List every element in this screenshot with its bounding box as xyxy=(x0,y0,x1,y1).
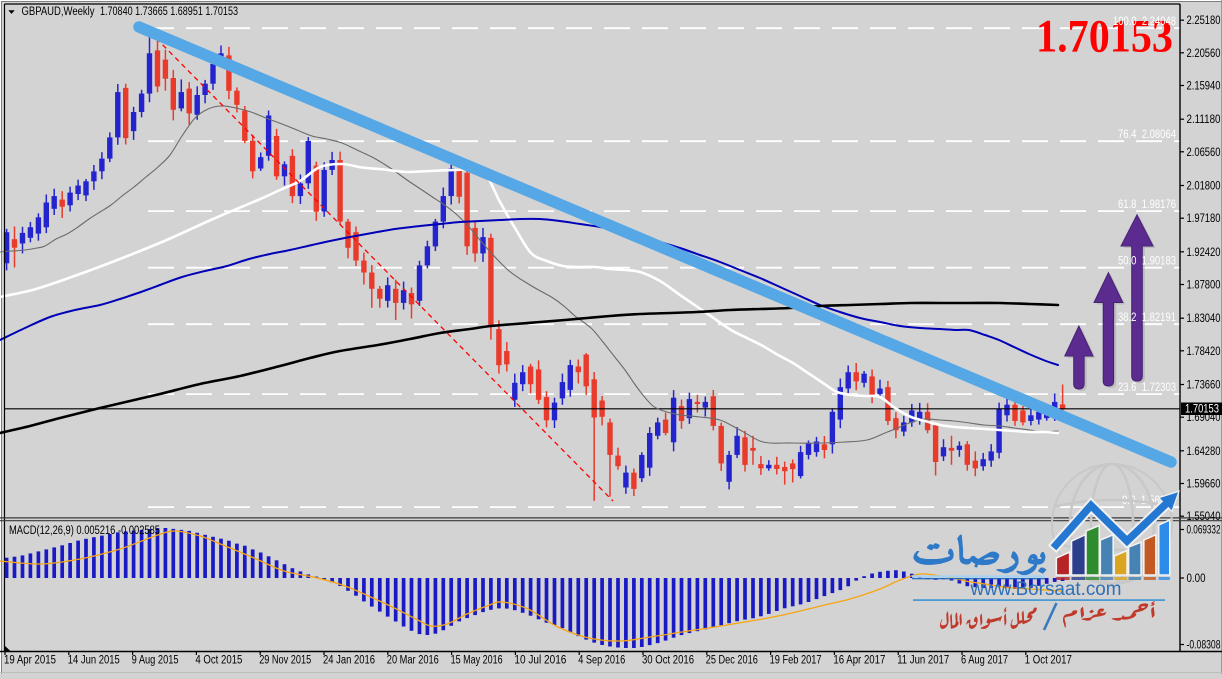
svg-text:100.0 2.24048: 100.0 2.24048 xyxy=(1113,16,1176,28)
svg-text:0.069332: 0.069332 xyxy=(1187,525,1221,537)
svg-text:50.0 1.90183: 50.0 1.90183 xyxy=(1118,256,1176,268)
svg-text:19 Apr 2015: 19 Apr 2015 xyxy=(4,655,56,667)
svg-text:19 Feb 2017: 19 Feb 2017 xyxy=(770,655,822,667)
svg-text:4 Oct 2015: 4 Oct 2015 xyxy=(195,655,242,667)
svg-text:16 Apr 2017: 16 Apr 2017 xyxy=(833,655,885,667)
svg-text:2.15940: 2.15940 xyxy=(1187,81,1221,93)
svg-text:1.55040: 1.55040 xyxy=(1187,511,1221,523)
svg-text:2.25180: 2.25180 xyxy=(1187,15,1221,27)
svg-text:15 May 2016: 15 May 2016 xyxy=(451,655,503,667)
svg-text:0.00: 0.00 xyxy=(1187,573,1206,585)
svg-text:25 Dec 2016: 25 Dec 2016 xyxy=(706,655,758,667)
svg-text:1.70153: 1.70153 xyxy=(1036,11,1173,63)
svg-text:20 Mar 2016: 20 Mar 2016 xyxy=(387,655,439,667)
svg-text:2.06560: 2.06560 xyxy=(1187,147,1221,159)
svg-text:10 Jul 2016: 10 Jul 2016 xyxy=(514,655,566,667)
svg-text:1.97180: 1.97180 xyxy=(1187,213,1221,225)
svg-text:14 Jun 2015: 14 Jun 2015 xyxy=(68,655,120,667)
svg-text:4 Sep 2016: 4 Sep 2016 xyxy=(578,655,625,667)
svg-text:61.8 1.98176: 61.8 1.98176 xyxy=(1118,199,1176,211)
svg-text:www.Borsaat.com: www.Borsaat.com xyxy=(970,579,1122,600)
svg-text:1.83040: 1.83040 xyxy=(1187,313,1221,325)
svg-text:38.2 1.82191: 38.2 1.82191 xyxy=(1118,312,1176,324)
svg-text:1.73660: 1.73660 xyxy=(1187,380,1221,392)
svg-text:6 Aug 2017: 6 Aug 2017 xyxy=(961,655,1008,667)
svg-text:30 Oct 2016: 30 Oct 2016 xyxy=(642,655,694,667)
svg-text:1 Oct 2017: 1 Oct 2017 xyxy=(1025,655,1072,667)
svg-text:1.70153: 1.70153 xyxy=(1185,404,1219,416)
svg-text:11 Jun 2017: 11 Jun 2017 xyxy=(897,655,949,667)
svg-text:MACD(12,26,9) 0.005216 -0.0025: MACD(12,26,9) 0.005216 -0.002585 xyxy=(9,525,160,537)
svg-text:GBPAUD,Weekly: GBPAUD,Weekly xyxy=(22,6,95,18)
svg-text:1.70840 1.73665 1.68951 1.7015: 1.70840 1.73665 1.68951 1.70153 xyxy=(100,6,238,18)
svg-text:1.92420: 1.92420 xyxy=(1187,247,1221,259)
svg-text:29 Nov 2015: 29 Nov 2015 xyxy=(259,655,311,667)
svg-text:1.64280: 1.64280 xyxy=(1187,446,1221,458)
svg-text:9 Aug 2015: 9 Aug 2015 xyxy=(132,655,179,667)
svg-text:1.59660: 1.59660 xyxy=(1187,479,1221,491)
svg-text:2.20560: 2.20560 xyxy=(1187,48,1221,60)
svg-text:24 Jan 2016: 24 Jan 2016 xyxy=(323,655,375,667)
svg-text:1.87800: 1.87800 xyxy=(1187,280,1221,292)
svg-text:2.01800: 2.01800 xyxy=(1187,181,1221,193)
svg-text:-0.08308: -0.08308 xyxy=(1187,640,1221,652)
svg-text:2.11180: 2.11180 xyxy=(1187,114,1221,126)
svg-text:1.69040: 1.69040 xyxy=(1187,412,1221,424)
svg-text:76.4 2.08064: 76.4 2.08064 xyxy=(1118,129,1176,141)
svg-text:23.6 1.72303: 23.6 1.72303 xyxy=(1118,382,1176,394)
svg-text:1.78420: 1.78420 xyxy=(1187,346,1221,358)
